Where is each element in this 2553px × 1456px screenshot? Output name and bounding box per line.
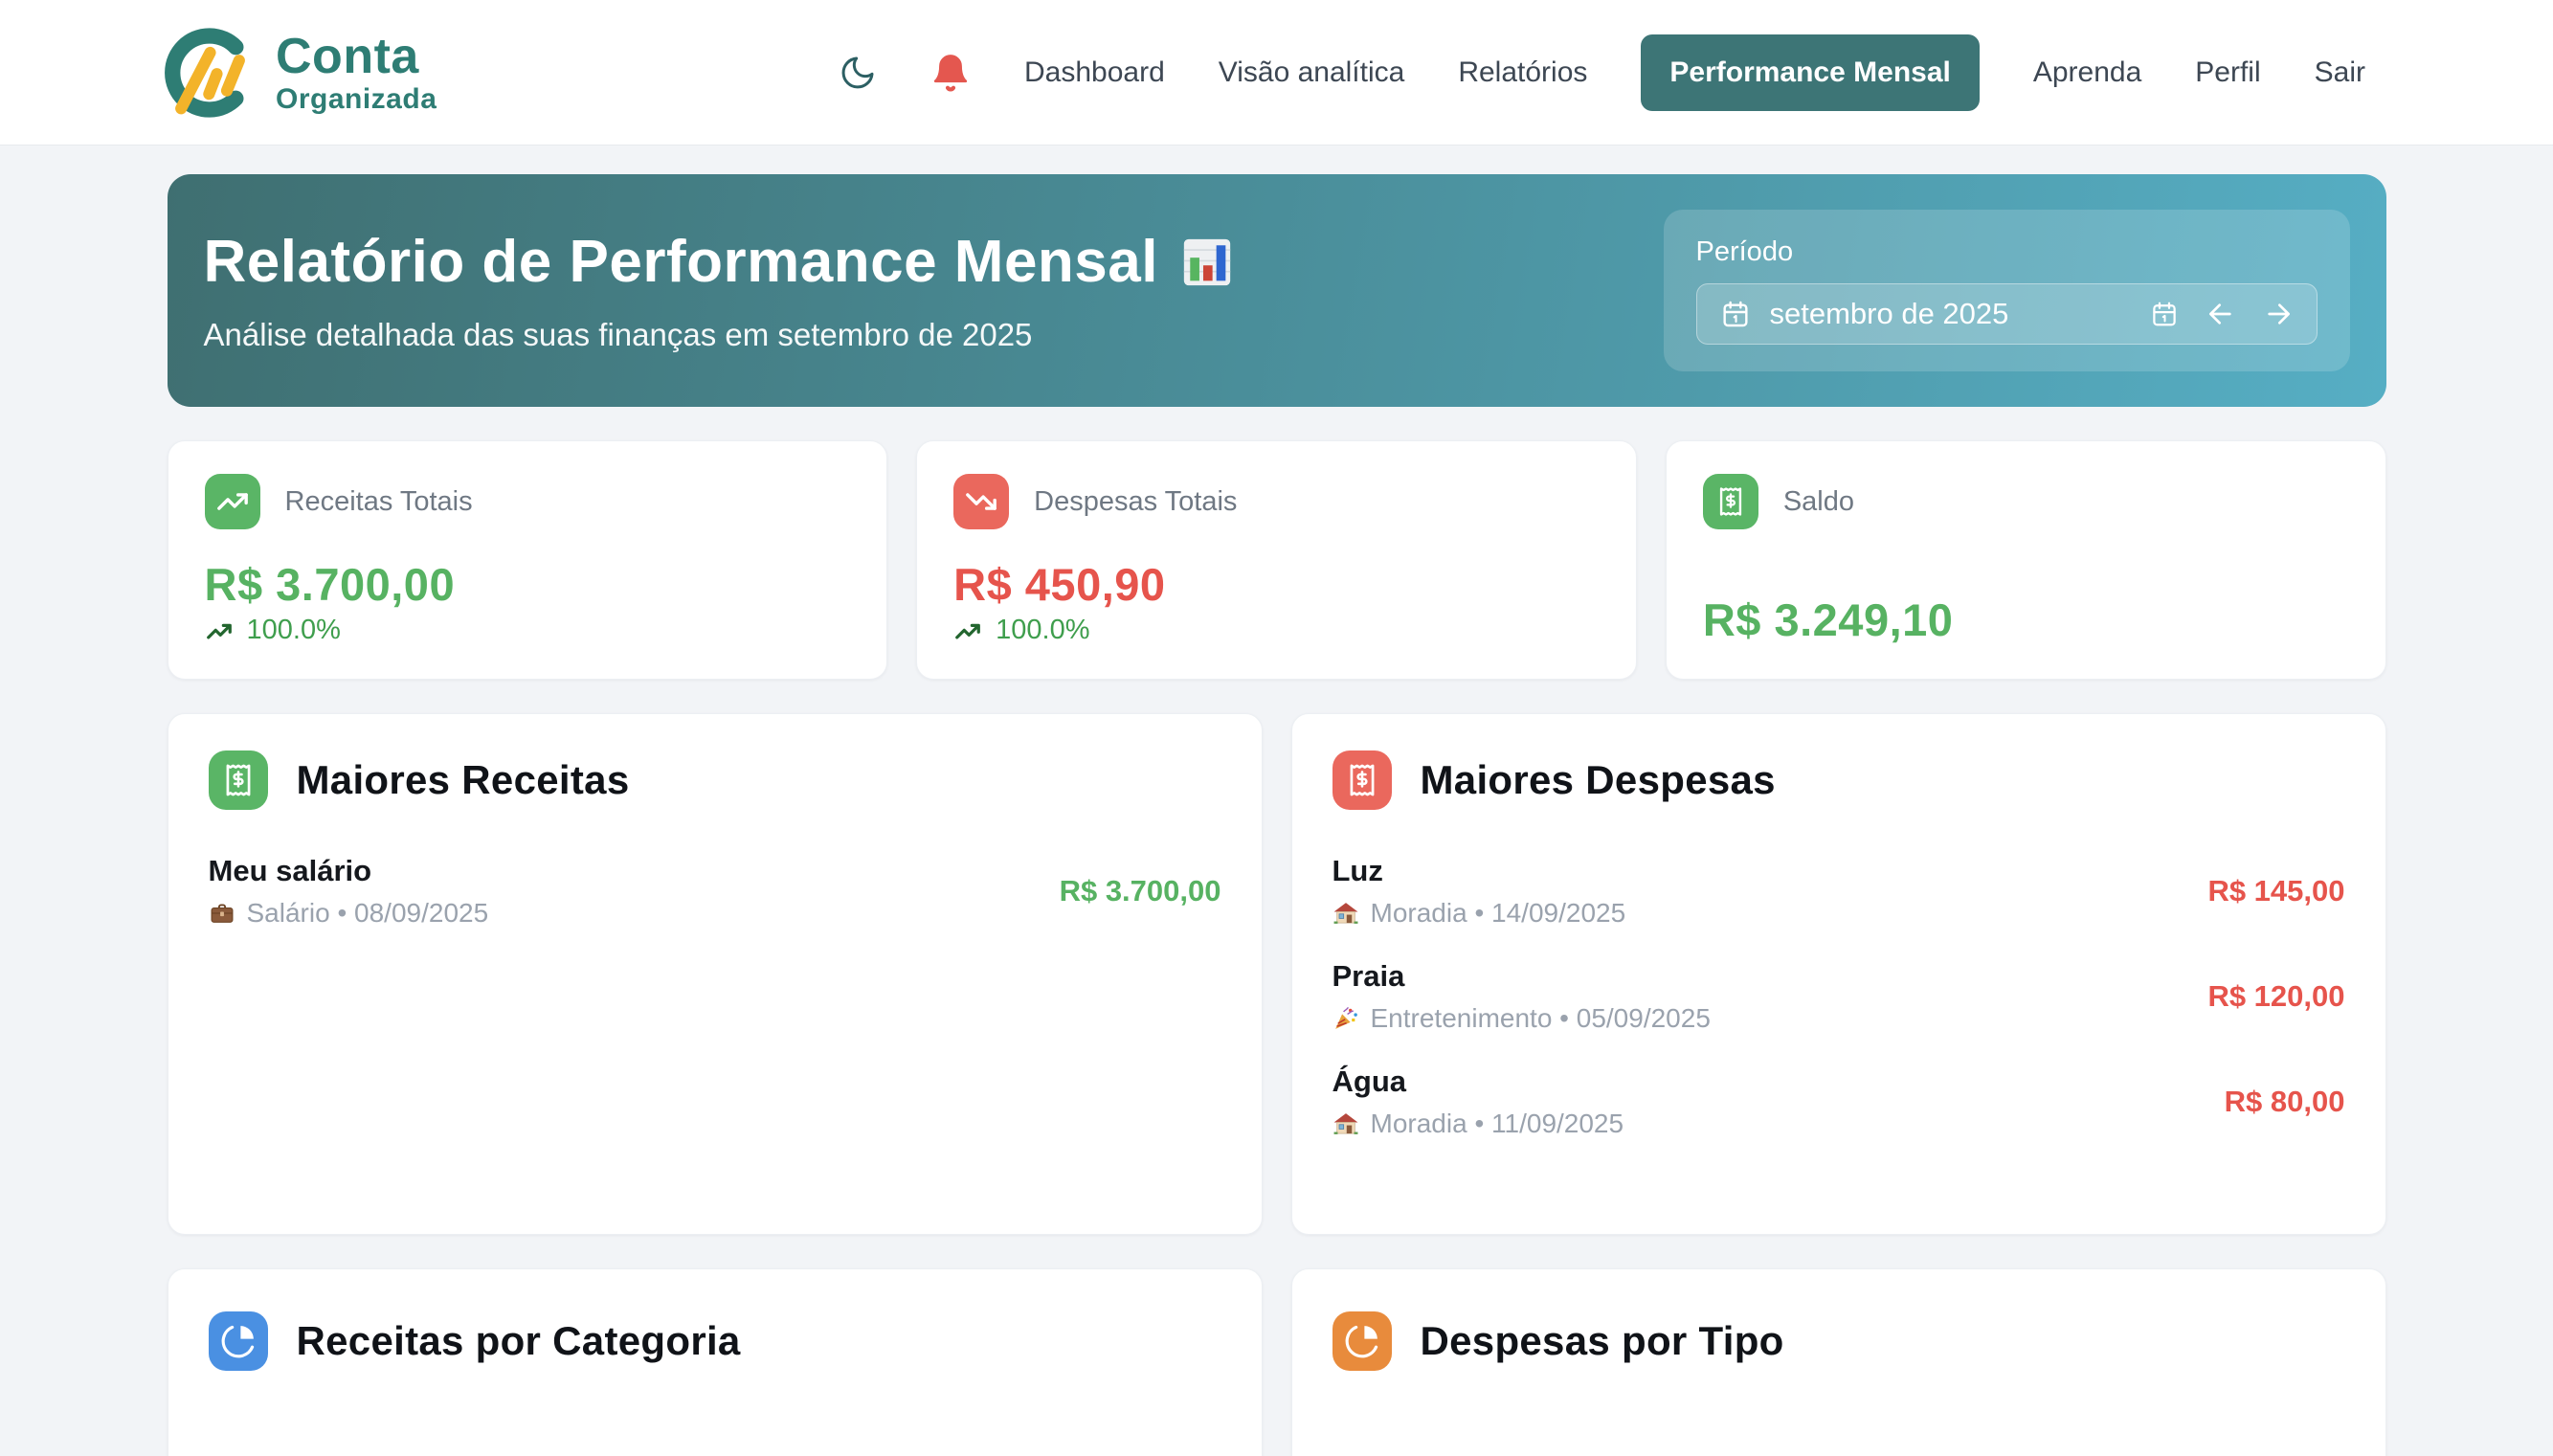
bar-chart-emoji xyxy=(1183,238,1231,285)
house-emoji xyxy=(1333,903,1357,924)
stat-label: Despesas Totais xyxy=(1034,485,1238,517)
calendar-icon xyxy=(1722,301,1748,327)
list-item: Luz Moradia • 14/09/2025 xyxy=(1332,854,2345,929)
nav-item-aprenda[interactable]: Aprenda xyxy=(2032,56,2142,88)
maiores-despesas-panel: Maiores Despesas Luz xyxy=(1290,713,2386,1235)
item-amount: R$ 145,00 xyxy=(2207,874,2345,907)
nav-item-performance-mensal[interactable]: Performance Mensal xyxy=(1641,34,1980,111)
previous-month-button[interactable] xyxy=(2206,299,2236,329)
brand-name: Conta xyxy=(276,28,419,84)
item-meta: Entretenimento • 05/09/2025 xyxy=(1332,1003,1711,1034)
arrow-right-icon xyxy=(2267,303,2290,325)
top-lists-row: Maiores Receitas Meu salário xyxy=(167,713,2386,1235)
item-meta-text: Moradia • 11/09/2025 xyxy=(1370,1109,1624,1138)
trending-up-icon xyxy=(204,474,260,529)
page-title-text: Relatório de Performance Mensal xyxy=(203,229,1158,295)
list-item: Meu salário Salário • 08/09/2025 R$ 3.70… xyxy=(209,854,1221,929)
main-nav: Dashboard Visão analítica Relatórios Per… xyxy=(839,34,2365,111)
despesas-por-tipo-panel: Despesas por Tipo xyxy=(1290,1268,2386,1456)
item-meta: Moradia • 14/09/2025 xyxy=(1332,898,1626,929)
list-item: Água Moradia • 11/09/2025 xyxy=(1332,1064,2345,1139)
period-panel: Período setembro de 2025 xyxy=(1663,210,2350,371)
stat-value: R$ 3.700,00 xyxy=(204,559,456,610)
pie-chart-icon xyxy=(1332,1311,1392,1371)
section-title: Maiores Receitas xyxy=(296,757,630,802)
receitas-por-categoria-panel: Receitas por Categoria xyxy=(167,1268,1263,1456)
nav-item-sair[interactable]: Sair xyxy=(2314,56,2365,88)
item-meta: Salário • 08/09/2025 xyxy=(209,898,489,929)
dark-mode-toggle[interactable] xyxy=(839,54,877,92)
section-title: Receitas por Categoria xyxy=(296,1318,741,1363)
stat-label: Receitas Totais xyxy=(284,485,473,517)
item-meta: Moradia • 11/09/2025 xyxy=(1332,1109,1624,1139)
stat-card-saldo: Saldo R$ 3.249,10 xyxy=(1665,440,2386,680)
item-amount: R$ 3.700,00 xyxy=(1059,874,1221,907)
receipt-icon xyxy=(1332,750,1392,810)
stats-row: Receitas Totais R$ 3.700,00 100.0% xyxy=(167,440,2386,680)
calendar-icon xyxy=(2152,302,2176,326)
item-meta-text: Entretenimento • 05/09/2025 xyxy=(1370,1003,1711,1033)
item-name: Luz xyxy=(1332,854,1383,887)
notifications-button[interactable] xyxy=(930,53,971,93)
stat-trend-value: 100.0% xyxy=(996,615,1090,645)
arrow-left-icon xyxy=(2208,303,2231,325)
brand-name-sub: Organizada xyxy=(276,82,437,115)
item-meta-text: Moradia • 14/09/2025 xyxy=(1370,898,1626,928)
receipt-icon xyxy=(1702,474,1758,529)
stat-label: Saldo xyxy=(1782,485,1854,517)
section-title: Maiores Despesas xyxy=(1420,757,1776,802)
item-name: Meu salário xyxy=(208,854,372,887)
briefcase-emoji xyxy=(211,904,233,923)
navbar: Conta Organizada Dashboard Visão analíti… xyxy=(0,0,2553,146)
moon-icon xyxy=(841,56,874,88)
expense-list: Luz Moradia • 14/09/2025 xyxy=(1332,854,2345,1139)
period-value: setembro de 2025 xyxy=(1769,297,2009,330)
stat-card-despesas-totais: Despesas Totais R$ 450,90 100.0% xyxy=(916,440,1637,680)
maiores-receitas-panel: Maiores Receitas Meu salário xyxy=(167,713,1263,1235)
item-amount: R$ 120,00 xyxy=(2207,979,2345,1013)
period-selector[interactable]: setembro de 2025 xyxy=(1695,283,2318,345)
item-name: Água xyxy=(1332,1064,1407,1098)
section-title: Despesas por Tipo xyxy=(1420,1318,1784,1363)
main-content: Relatório de Performance Mensal Análise … xyxy=(167,174,2386,1456)
page-subtitle: Análise detalhada das suas finanças em s… xyxy=(203,317,1033,352)
stat-trend-value: 100.0% xyxy=(246,615,341,645)
party-popper-emoji xyxy=(1334,1007,1357,1029)
stat-trend: 100.0% xyxy=(205,615,851,646)
pie-chart-icon xyxy=(208,1311,268,1371)
brand-logo-icon xyxy=(165,27,245,118)
chart-increasing-emoji xyxy=(955,623,981,638)
bell-icon xyxy=(933,54,968,91)
nav-item-visao-analitica[interactable]: Visão analítica xyxy=(1218,56,1405,88)
nav-item-dashboard[interactable]: Dashboard xyxy=(1023,56,1165,88)
report-header-banner: Relatório de Performance Mensal Análise … xyxy=(167,174,2386,407)
page-title: Relatório de Performance Mensal xyxy=(204,228,1235,296)
trending-down-icon xyxy=(953,474,1010,529)
receipt-icon xyxy=(208,750,268,810)
list-item: Praia Entretenimento • 05/09/2025 xyxy=(1332,959,2345,1034)
chart-increasing-emoji xyxy=(206,623,232,638)
charts-row: Receitas por Categoria Despesas por Tipo xyxy=(167,1268,2386,1456)
nav-item-perfil[interactable]: Perfil xyxy=(2195,56,2261,88)
house-emoji xyxy=(1333,1113,1357,1134)
item-amount: R$ 80,00 xyxy=(2224,1085,2345,1118)
income-list: Meu salário Salário • 08/09/2025 R$ 3.70… xyxy=(209,854,1221,929)
banner-text: Relatório de Performance Mensal Análise … xyxy=(204,228,1235,353)
open-calendar-button[interactable] xyxy=(2150,300,2179,328)
nav-item-relatorios[interactable]: Relatórios xyxy=(1458,56,1588,88)
item-meta-text: Salário • 08/09/2025 xyxy=(246,898,489,928)
next-month-button[interactable] xyxy=(2263,299,2294,329)
brand-logo[interactable]: Conta Organizada xyxy=(153,19,437,126)
stat-value: R$ 3.249,10 xyxy=(1702,594,1954,645)
stat-trend: 100.0% xyxy=(953,615,1600,646)
period-actions xyxy=(2150,299,2294,329)
item-name: Praia xyxy=(1332,959,1405,993)
period-label: Período xyxy=(1695,236,1794,267)
stat-card-receitas-totais: Receitas Totais R$ 3.700,00 100.0% xyxy=(167,440,888,680)
stat-value: R$ 450,90 xyxy=(953,559,1166,610)
